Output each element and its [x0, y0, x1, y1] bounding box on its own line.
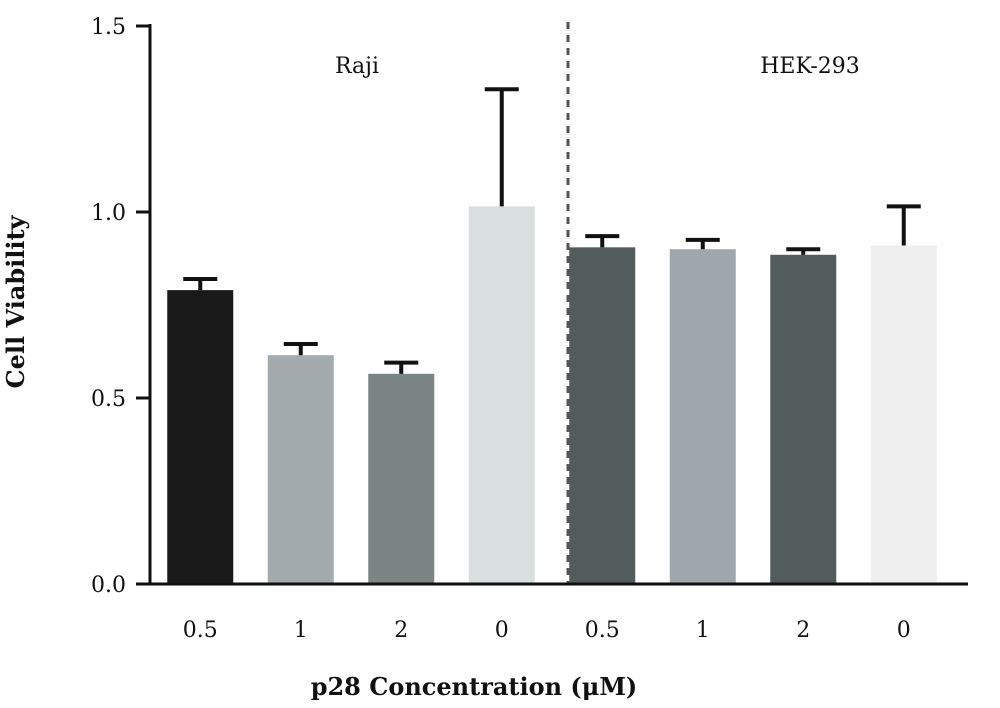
x-axis-title: p28 Concentration (μM)	[311, 672, 638, 701]
y-axis-title: Cell Viability	[1, 214, 30, 388]
y-tick-label-1: 0.5	[91, 387, 126, 412]
y-tick-label-2: 1.0	[91, 201, 126, 226]
group-label-hek293: HEK-293	[760, 54, 860, 79]
bar-1-2	[770, 254, 837, 584]
group-label-raji: Raji	[335, 54, 379, 79]
error-bars-layer	[183, 87, 921, 374]
y-tick-label-0: 0.0	[91, 573, 126, 598]
y-ticks: 0.0 0.5 1.0 1.5	[91, 15, 150, 598]
x-tick-label-0-0: 0.5	[183, 618, 218, 643]
bar-1-3	[870, 245, 937, 585]
bar-0-3	[468, 206, 535, 585]
x-tick-label-1-1: 1	[696, 618, 710, 643]
x-tick-label-0-1: 1	[294, 618, 308, 643]
bar-1-0	[569, 247, 636, 584]
x-tick-label-1-2: 2	[796, 618, 810, 643]
x-tick-label-0-2: 2	[394, 618, 408, 643]
bar-0-1	[267, 355, 334, 584]
x-ticks: 0.5 1 2 0 0.5 1 2 0	[183, 618, 911, 643]
bar-1-1	[669, 249, 736, 584]
bars-layer	[167, 206, 937, 585]
x-tick-label-0-3: 0	[495, 618, 509, 643]
y-tick-label-3: 1.5	[91, 15, 126, 40]
bar-0-2	[368, 373, 435, 584]
x-tick-label-1-3: 0	[897, 618, 911, 643]
bar-0-0	[167, 290, 234, 584]
x-tick-label-1-0: 0.5	[585, 618, 620, 643]
